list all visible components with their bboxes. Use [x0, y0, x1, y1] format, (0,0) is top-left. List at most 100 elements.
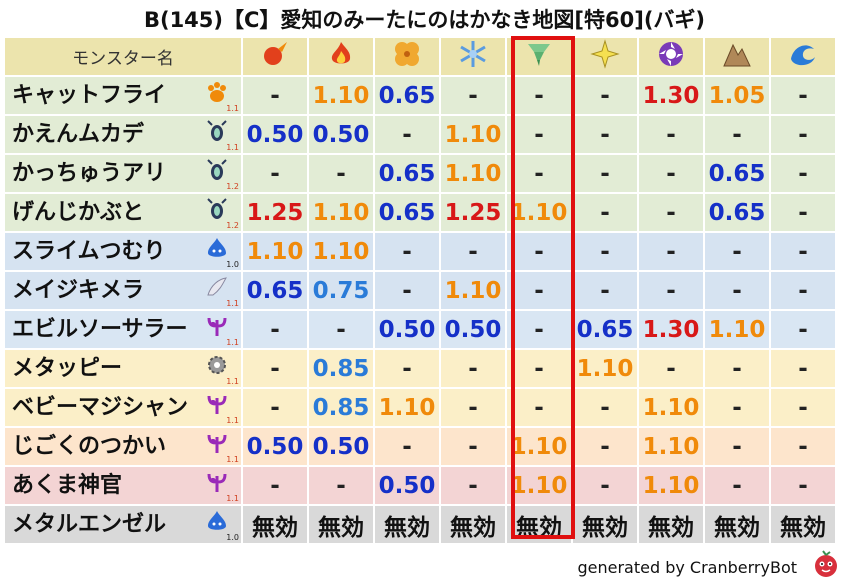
- resistance-value: -: [573, 272, 637, 309]
- resistance-value: 無効: [573, 506, 637, 543]
- resistance-value: -: [573, 233, 637, 270]
- resistance-value: -: [507, 155, 571, 192]
- resistance-value: -: [771, 311, 835, 348]
- resistance-value: -: [573, 194, 637, 231]
- resistance-value: -: [639, 272, 703, 309]
- resistance-value: -: [507, 311, 571, 348]
- monster-row: ベビーマジシャン 1.1-0.85 1.10- - -1.10- -: [5, 389, 835, 426]
- level-badge: 1.0: [226, 533, 239, 542]
- monster-name: あくま神官: [12, 473, 123, 498]
- monster-name: かっちゅうアリ: [12, 161, 167, 186]
- level-badge: 1.1: [226, 377, 239, 386]
- resistance-value: -: [639, 116, 703, 153]
- monster-name-cell: かっちゅうアリ 1.2: [5, 155, 241, 192]
- resistance-value: 無効: [243, 506, 307, 543]
- hyado-icon: [441, 38, 505, 75]
- resistance-value: 1.10: [375, 389, 439, 426]
- resistance-value: 1.25: [243, 194, 307, 231]
- resistance-value: -: [705, 389, 769, 426]
- resistance-value: 無効: [441, 506, 505, 543]
- monster-name-header: モンスター名: [5, 38, 241, 75]
- io-icon: [375, 38, 439, 75]
- monster-name: エビルソーサラー: [12, 317, 188, 342]
- resistance-value: -: [375, 272, 439, 309]
- monster-name: メタルエンゼル: [12, 512, 167, 537]
- resistance-value: -: [243, 311, 307, 348]
- monster-row: あくま神官 1.1- -0.50-1.10-1.10- -: [5, 467, 835, 504]
- resistance-value: -: [771, 116, 835, 153]
- monster-name: キャットフライ: [12, 83, 167, 108]
- resistance-value: -: [243, 389, 307, 426]
- dein-icon: [573, 38, 637, 75]
- monster-name: げんじかぶと: [12, 200, 145, 225]
- header-row: モンスター名: [5, 38, 835, 75]
- resistance-value: 0.65: [573, 311, 637, 348]
- resistance-value: -: [441, 77, 505, 114]
- resistance-value: 無効: [507, 506, 571, 543]
- resistance-value: -: [573, 389, 637, 426]
- resistance-value: 1.10: [309, 233, 373, 270]
- resistance-value: -: [705, 350, 769, 387]
- resistance-value: 0.50: [309, 116, 373, 153]
- resistance-value: 無効: [375, 506, 439, 543]
- resistance-value: 0.65: [243, 272, 307, 309]
- resistance-value: -: [507, 233, 571, 270]
- resistance-value: -: [375, 428, 439, 465]
- level-badge: 1.1: [226, 143, 239, 152]
- resistance-value: -: [771, 77, 835, 114]
- resistance-value: 0.65: [375, 194, 439, 231]
- resistance-value: 0.50: [375, 467, 439, 504]
- monster-name-cell: じごくのつかい 1.1: [5, 428, 241, 465]
- resistance-value: 無効: [705, 506, 769, 543]
- monster-row: メタルエンゼル 1.0 無効 無効 無効 無効 無効 無効 無効 無効 無効: [5, 506, 835, 543]
- resistance-value: 0.75: [309, 272, 373, 309]
- bagi-icon: [507, 38, 571, 75]
- monster-name: かえんムカデ: [12, 122, 145, 147]
- resistance-value: 1.10: [639, 428, 703, 465]
- resistance-value: -: [639, 350, 703, 387]
- footer-credit: generated by CranberryBot: [577, 558, 797, 577]
- resistance-value: 0.50: [243, 116, 307, 153]
- resistance-value: 1.10: [639, 389, 703, 426]
- resistance-value: -: [771, 194, 835, 231]
- dorumaa-icon: [639, 38, 703, 75]
- resistance-value: -: [507, 116, 571, 153]
- resistance-value: -: [375, 350, 439, 387]
- monster-name-cell: スライムつむり 1.0: [5, 233, 241, 270]
- resistance-value: 無効: [309, 506, 373, 543]
- resistance-value: -: [309, 467, 373, 504]
- monster-row: じごくのつかい 1.1 0.50 0.50- -1.10-1.10- -: [5, 428, 835, 465]
- resistance-value: -: [771, 155, 835, 192]
- resistance-value: -: [375, 116, 439, 153]
- resistance-value: -: [771, 350, 835, 387]
- resistance-value: -: [441, 233, 505, 270]
- monster-name-cell: かえんムカデ 1.1: [5, 116, 241, 153]
- monster-row: キャットフライ 1.1-1.10 0.65- - -1.30 1.05-: [5, 77, 835, 114]
- resistance-value: 0.85: [309, 350, 373, 387]
- monster-name: スライムつむり: [12, 239, 166, 264]
- resistance-value: -: [639, 194, 703, 231]
- resistance-value: 1.10: [507, 194, 571, 231]
- monster-name-cell: メタッピー 1.1: [5, 350, 241, 387]
- resistance-value: -: [309, 155, 373, 192]
- monster-row: かえんムカデ 1.1 0.50 0.50-1.10- - - - -: [5, 116, 835, 153]
- jibaria-icon: [705, 38, 769, 75]
- resistance-value: 1.10: [441, 272, 505, 309]
- monster-name-cell: メタルエンゼル 1.0: [5, 506, 241, 543]
- monster-name: ベビーマジシャン: [12, 395, 189, 420]
- resistance-value: -: [639, 155, 703, 192]
- resistance-value: -: [771, 272, 835, 309]
- level-badge: 1.1: [226, 455, 239, 464]
- resistance-value: -: [705, 233, 769, 270]
- monster-name: メタッピー: [12, 356, 123, 381]
- cranberry-icon: [815, 550, 837, 577]
- level-badge: 1.1: [226, 416, 239, 425]
- resistance-value: 0.85: [309, 389, 373, 426]
- monster-row: げんじかぶと 1.2 1.25 1.10 0.65 1.25 1.10- -0.65-: [5, 194, 835, 231]
- resistance-value: -: [441, 428, 505, 465]
- resistance-value: -: [705, 272, 769, 309]
- resistance-value: -: [771, 389, 835, 426]
- resistance-value: -: [771, 467, 835, 504]
- resistance-value: 0.65: [375, 155, 439, 192]
- resistance-value: -: [573, 467, 637, 504]
